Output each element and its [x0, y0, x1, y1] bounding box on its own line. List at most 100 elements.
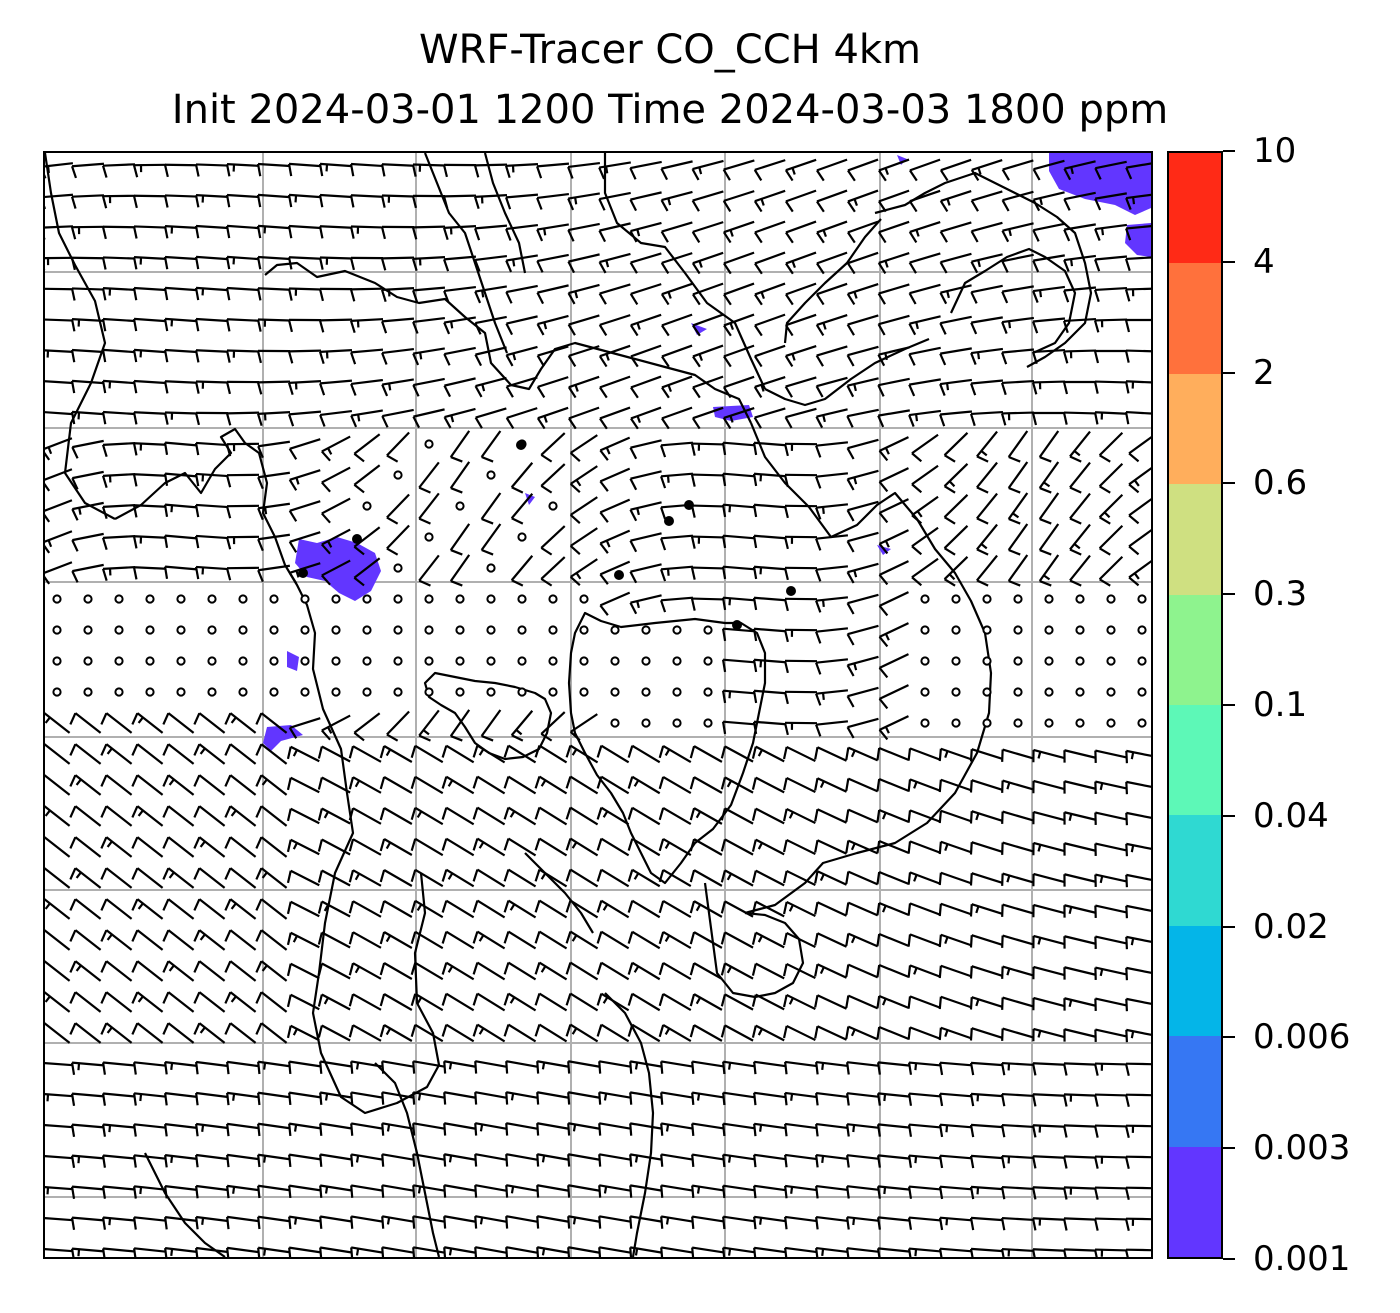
wind-barb [1032, 191, 1065, 212]
wind-barb [722, 407, 755, 430]
wind-barb [629, 532, 662, 553]
colorbar-tick [1223, 260, 1235, 263]
wind-barb [691, 1122, 724, 1136]
wind-barb [691, 406, 724, 430]
colorbar-tick [1223, 704, 1235, 706]
colorbar-tick-label: 0.3 [1253, 574, 1308, 615]
wind-barb [70, 1247, 105, 1257]
wind-barb [540, 525, 566, 556]
wind-barb [386, 431, 410, 463]
wind-barb [658, 992, 692, 1012]
wind-barb [846, 1061, 880, 1075]
wind-barb [752, 689, 787, 704]
wind-barb [534, 930, 568, 950]
wind-barb [224, 743, 257, 765]
wind-barb [225, 535, 260, 550]
wind-barb [349, 194, 384, 208]
wind-barb [132, 1123, 167, 1137]
wind-barb [969, 1247, 1004, 1257]
wind-barb [536, 1215, 569, 1229]
wind-barb [1063, 842, 1096, 856]
wind-barb [721, 565, 756, 580]
wind-barb [976, 523, 998, 556]
calm-wind-circle [1044, 656, 1054, 666]
wind-barb [474, 1215, 507, 1229]
wind-barb [658, 899, 692, 919]
wind-barb [45, 898, 71, 920]
wind-barb [660, 441, 694, 458]
wind-barb [599, 436, 631, 461]
wind-barb [720, 838, 754, 856]
wind-barb [846, 531, 879, 553]
wind-barb [1063, 966, 1096, 980]
wind-barb [1063, 223, 1096, 242]
map-panel[interactable] [43, 151, 1153, 1259]
wind-barb [877, 346, 910, 367]
wind-barb [226, 1215, 260, 1230]
wind-barb [754, 313, 786, 337]
wind-barb [164, 1185, 198, 1199]
wind-barb [723, 282, 755, 306]
wind-barb [410, 1023, 444, 1043]
calm-wind-circle [517, 625, 527, 635]
calm-wind-circle [982, 687, 992, 697]
wind-barb [536, 314, 569, 336]
wind-barb [878, 498, 909, 524]
wind-barb [69, 743, 102, 765]
wind-barb [379, 1024, 413, 1042]
coastline [950, 247, 1077, 355]
wind-barb [692, 344, 724, 368]
wind-barb [970, 284, 1003, 304]
wind-barb [689, 962, 723, 980]
wind-barb [319, 1215, 352, 1229]
calm-wind-circle [517, 594, 527, 604]
wind-barb [510, 462, 534, 494]
wind-barb [45, 380, 74, 385]
wind-barb [1062, 1155, 1097, 1169]
wind-barb [1062, 411, 1097, 425]
calm-wind-circle [486, 470, 496, 480]
wind-barb [101, 504, 136, 519]
calm-wind-circle [269, 594, 279, 604]
wind-barb [598, 1060, 631, 1074]
calm-wind-circle [52, 594, 62, 604]
wind-barb [1063, 873, 1096, 887]
wind-barb [224, 898, 257, 920]
wind-barb [1069, 492, 1091, 525]
wind-barb [1038, 554, 1060, 587]
wind-barb [472, 930, 506, 950]
wind-barb [163, 255, 198, 270]
wind-barb [629, 439, 662, 460]
wind-barb [723, 344, 755, 368]
wind-barb [815, 534, 849, 551]
wind-barb [1038, 523, 1060, 556]
calm-wind-circle [238, 594, 248, 604]
wind-barb [721, 689, 756, 704]
wind-barb [722, 159, 755, 181]
wind-barb [722, 1122, 755, 1137]
wind-barb [319, 379, 353, 396]
calm-wind-circle [1013, 718, 1023, 728]
wind-barb [1093, 1186, 1128, 1200]
coastline [374, 1062, 441, 1257]
wind-barb [629, 1060, 662, 1074]
wind-barb [660, 1153, 693, 1167]
wind-barb [691, 221, 724, 243]
wind-barb [565, 992, 599, 1012]
wind-barb [784, 1184, 818, 1199]
wind-barb [257, 1091, 290, 1106]
wind-barb [969, 903, 1003, 917]
calm-wind-circle [982, 625, 992, 635]
wind-barb [317, 931, 351, 949]
wind-barb [71, 470, 104, 490]
wind-barb [1094, 192, 1127, 211]
wind-barb [876, 746, 910, 762]
wind-barb [131, 867, 164, 889]
wind-barb [1128, 529, 1151, 556]
wind-barb [691, 159, 724, 181]
wind-barb [1093, 1248, 1128, 1257]
wind-barb [752, 472, 787, 487]
wind-barb [164, 1216, 198, 1230]
wind-barb [782, 838, 816, 856]
wind-barb [569, 465, 598, 494]
